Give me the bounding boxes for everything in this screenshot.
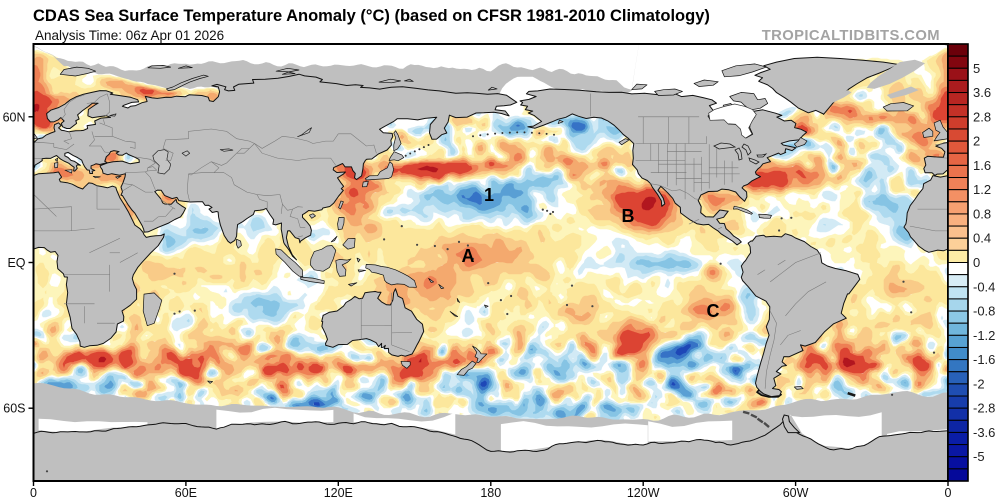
svg-text:B: B — [622, 206, 635, 226]
svg-text:-0.8: -0.8 — [973, 304, 995, 319]
svg-text:60S: 60S — [3, 402, 25, 416]
svg-text:-0.4: -0.4 — [973, 279, 995, 294]
svg-text:A: A — [462, 246, 475, 266]
svg-text:-2: -2 — [973, 376, 985, 391]
svg-text:60W: 60W — [783, 486, 809, 500]
svg-text:-2.8: -2.8 — [973, 401, 995, 416]
svg-text:Analysis Time: 06z Apr 01 2026: Analysis Time: 06z Apr 01 2026 — [35, 28, 224, 43]
svg-text:120E: 120E — [324, 486, 353, 500]
svg-text:-1.6: -1.6 — [973, 352, 995, 367]
svg-text:0.8: 0.8 — [973, 206, 991, 221]
svg-text:180: 180 — [480, 486, 501, 500]
svg-text:5: 5 — [973, 61, 980, 76]
svg-text:CDAS Sea Surface Temperature A: CDAS Sea Surface Temperature Anomaly (°C… — [33, 7, 710, 25]
svg-text:0: 0 — [973, 255, 980, 270]
svg-text:0: 0 — [30, 486, 37, 500]
svg-text:60E: 60E — [175, 486, 197, 500]
svg-text:3.6: 3.6 — [973, 85, 991, 100]
svg-text:-1.2: -1.2 — [973, 328, 995, 343]
svg-text:120W: 120W — [627, 486, 660, 500]
svg-text:-3.6: -3.6 — [973, 425, 995, 440]
svg-text:1: 1 — [484, 185, 494, 205]
svg-text:0: 0 — [945, 486, 952, 500]
svg-text:0.4: 0.4 — [973, 231, 991, 246]
svg-text:TROPICALTIDBITS.COM: TROPICALTIDBITS.COM — [762, 28, 940, 44]
svg-text:-5: -5 — [973, 449, 985, 464]
svg-text:C: C — [707, 301, 720, 321]
svg-text:2: 2 — [973, 134, 980, 149]
svg-text:60N: 60N — [3, 110, 26, 124]
svg-text:2.8: 2.8 — [973, 109, 991, 124]
svg-text:EQ: EQ — [7, 256, 25, 270]
svg-text:1.2: 1.2 — [973, 182, 991, 197]
svg-text:1.6: 1.6 — [973, 158, 991, 173]
